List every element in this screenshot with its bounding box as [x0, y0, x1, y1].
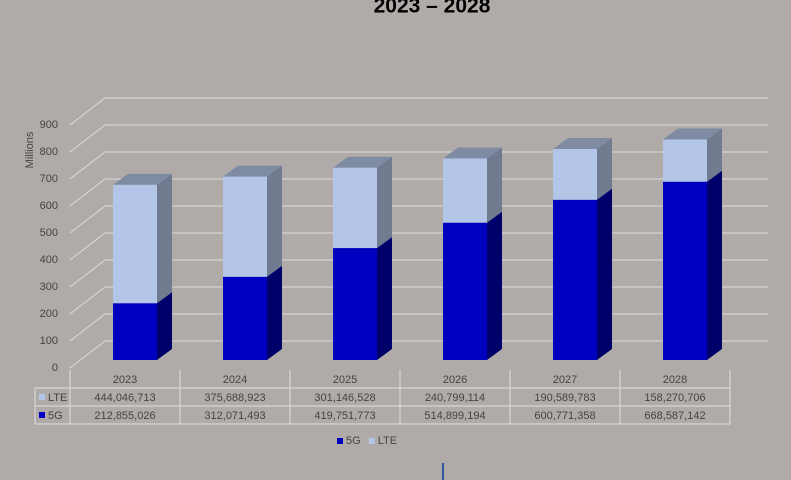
bar	[333, 167, 377, 249]
y-tick-label: 800	[40, 146, 58, 158]
bar-side	[707, 170, 722, 360]
y-tick-label: 700	[40, 173, 58, 185]
grid-line	[69, 124, 768, 153]
bar-side	[157, 292, 172, 360]
table-cell: 312,071,493	[204, 410, 265, 422]
table-cell: 158,270,706	[644, 392, 705, 404]
grid-line	[69, 178, 768, 207]
y-tick-label: 0	[52, 362, 58, 374]
table-legend-key	[39, 412, 45, 418]
bar	[443, 222, 487, 360]
x-tick-label: 2027	[553, 374, 577, 386]
bar-side	[267, 165, 282, 277]
table-row-label: 5G	[48, 410, 63, 422]
table-cell: 444,046,713	[94, 392, 155, 404]
table-cell: 375,688,923	[204, 392, 265, 404]
bar-side	[377, 156, 392, 249]
bar	[113, 184, 157, 304]
bar-side	[487, 147, 502, 223]
bar	[223, 276, 267, 360]
bar-top	[113, 173, 172, 185]
grid-line	[69, 205, 768, 234]
y-tick-label: 400	[40, 254, 58, 266]
y-tick-label: 300	[40, 281, 58, 293]
x-tick-label: 2023	[113, 374, 137, 386]
x-tick-label: 2026	[443, 374, 467, 386]
bar	[223, 176, 267, 277]
bar-top	[443, 147, 502, 159]
table-cell: 190,589,783	[534, 392, 595, 404]
grid-line	[69, 232, 768, 261]
grid-line	[69, 97, 768, 126]
x-tick-label: 2028	[663, 374, 687, 386]
bar-side	[157, 173, 172, 304]
bar-side	[487, 211, 502, 360]
grid-line	[69, 259, 768, 288]
bar-side	[597, 137, 612, 200]
bar-side	[267, 265, 282, 360]
bar	[113, 303, 157, 360]
table-cell: 514,899,194	[424, 410, 485, 422]
table-legend-key	[39, 394, 45, 400]
legend-label: 5G	[346, 435, 361, 447]
grid-line	[69, 340, 768, 369]
bar-top	[663, 128, 722, 140]
grid-line	[69, 313, 768, 342]
y-tick-label: 100	[40, 335, 58, 347]
bar	[553, 148, 597, 200]
legend-label: LTE	[378, 435, 397, 447]
bar	[663, 181, 707, 360]
bar-top	[553, 137, 612, 149]
table-row-label: LTE	[48, 392, 67, 404]
table-cell: 240,799,114	[425, 392, 485, 404]
legend-key	[337, 438, 343, 444]
bar-top	[223, 165, 282, 177]
chart-title: 2023 – 2028	[374, 0, 491, 18]
y-tick-label: 600	[40, 200, 58, 212]
bar-side	[707, 128, 722, 182]
table-cell: 419,751,773	[314, 410, 375, 422]
table-cell: 301,146,528	[314, 392, 375, 404]
grid-line	[69, 151, 768, 180]
y-axis-label: Millions	[24, 131, 36, 168]
bar-side	[377, 237, 392, 360]
y-tick-label: 500	[40, 227, 58, 239]
table-cell: 668,587,142	[644, 410, 705, 422]
bar	[333, 248, 377, 360]
x-tick-label: 2025	[333, 374, 357, 386]
legend-key	[368, 438, 375, 444]
table-cell: 600,771,358	[534, 410, 595, 422]
y-tick-label: 200	[40, 308, 58, 320]
bar-side	[597, 188, 612, 360]
x-tick-label: 2024	[223, 374, 247, 386]
bar	[443, 158, 487, 223]
bar-top	[333, 156, 392, 168]
grid-line	[69, 286, 768, 315]
bar	[553, 199, 597, 360]
bar	[663, 139, 707, 182]
y-tick-label: 900	[40, 119, 58, 131]
table-cell: 212,855,026	[94, 410, 155, 422]
